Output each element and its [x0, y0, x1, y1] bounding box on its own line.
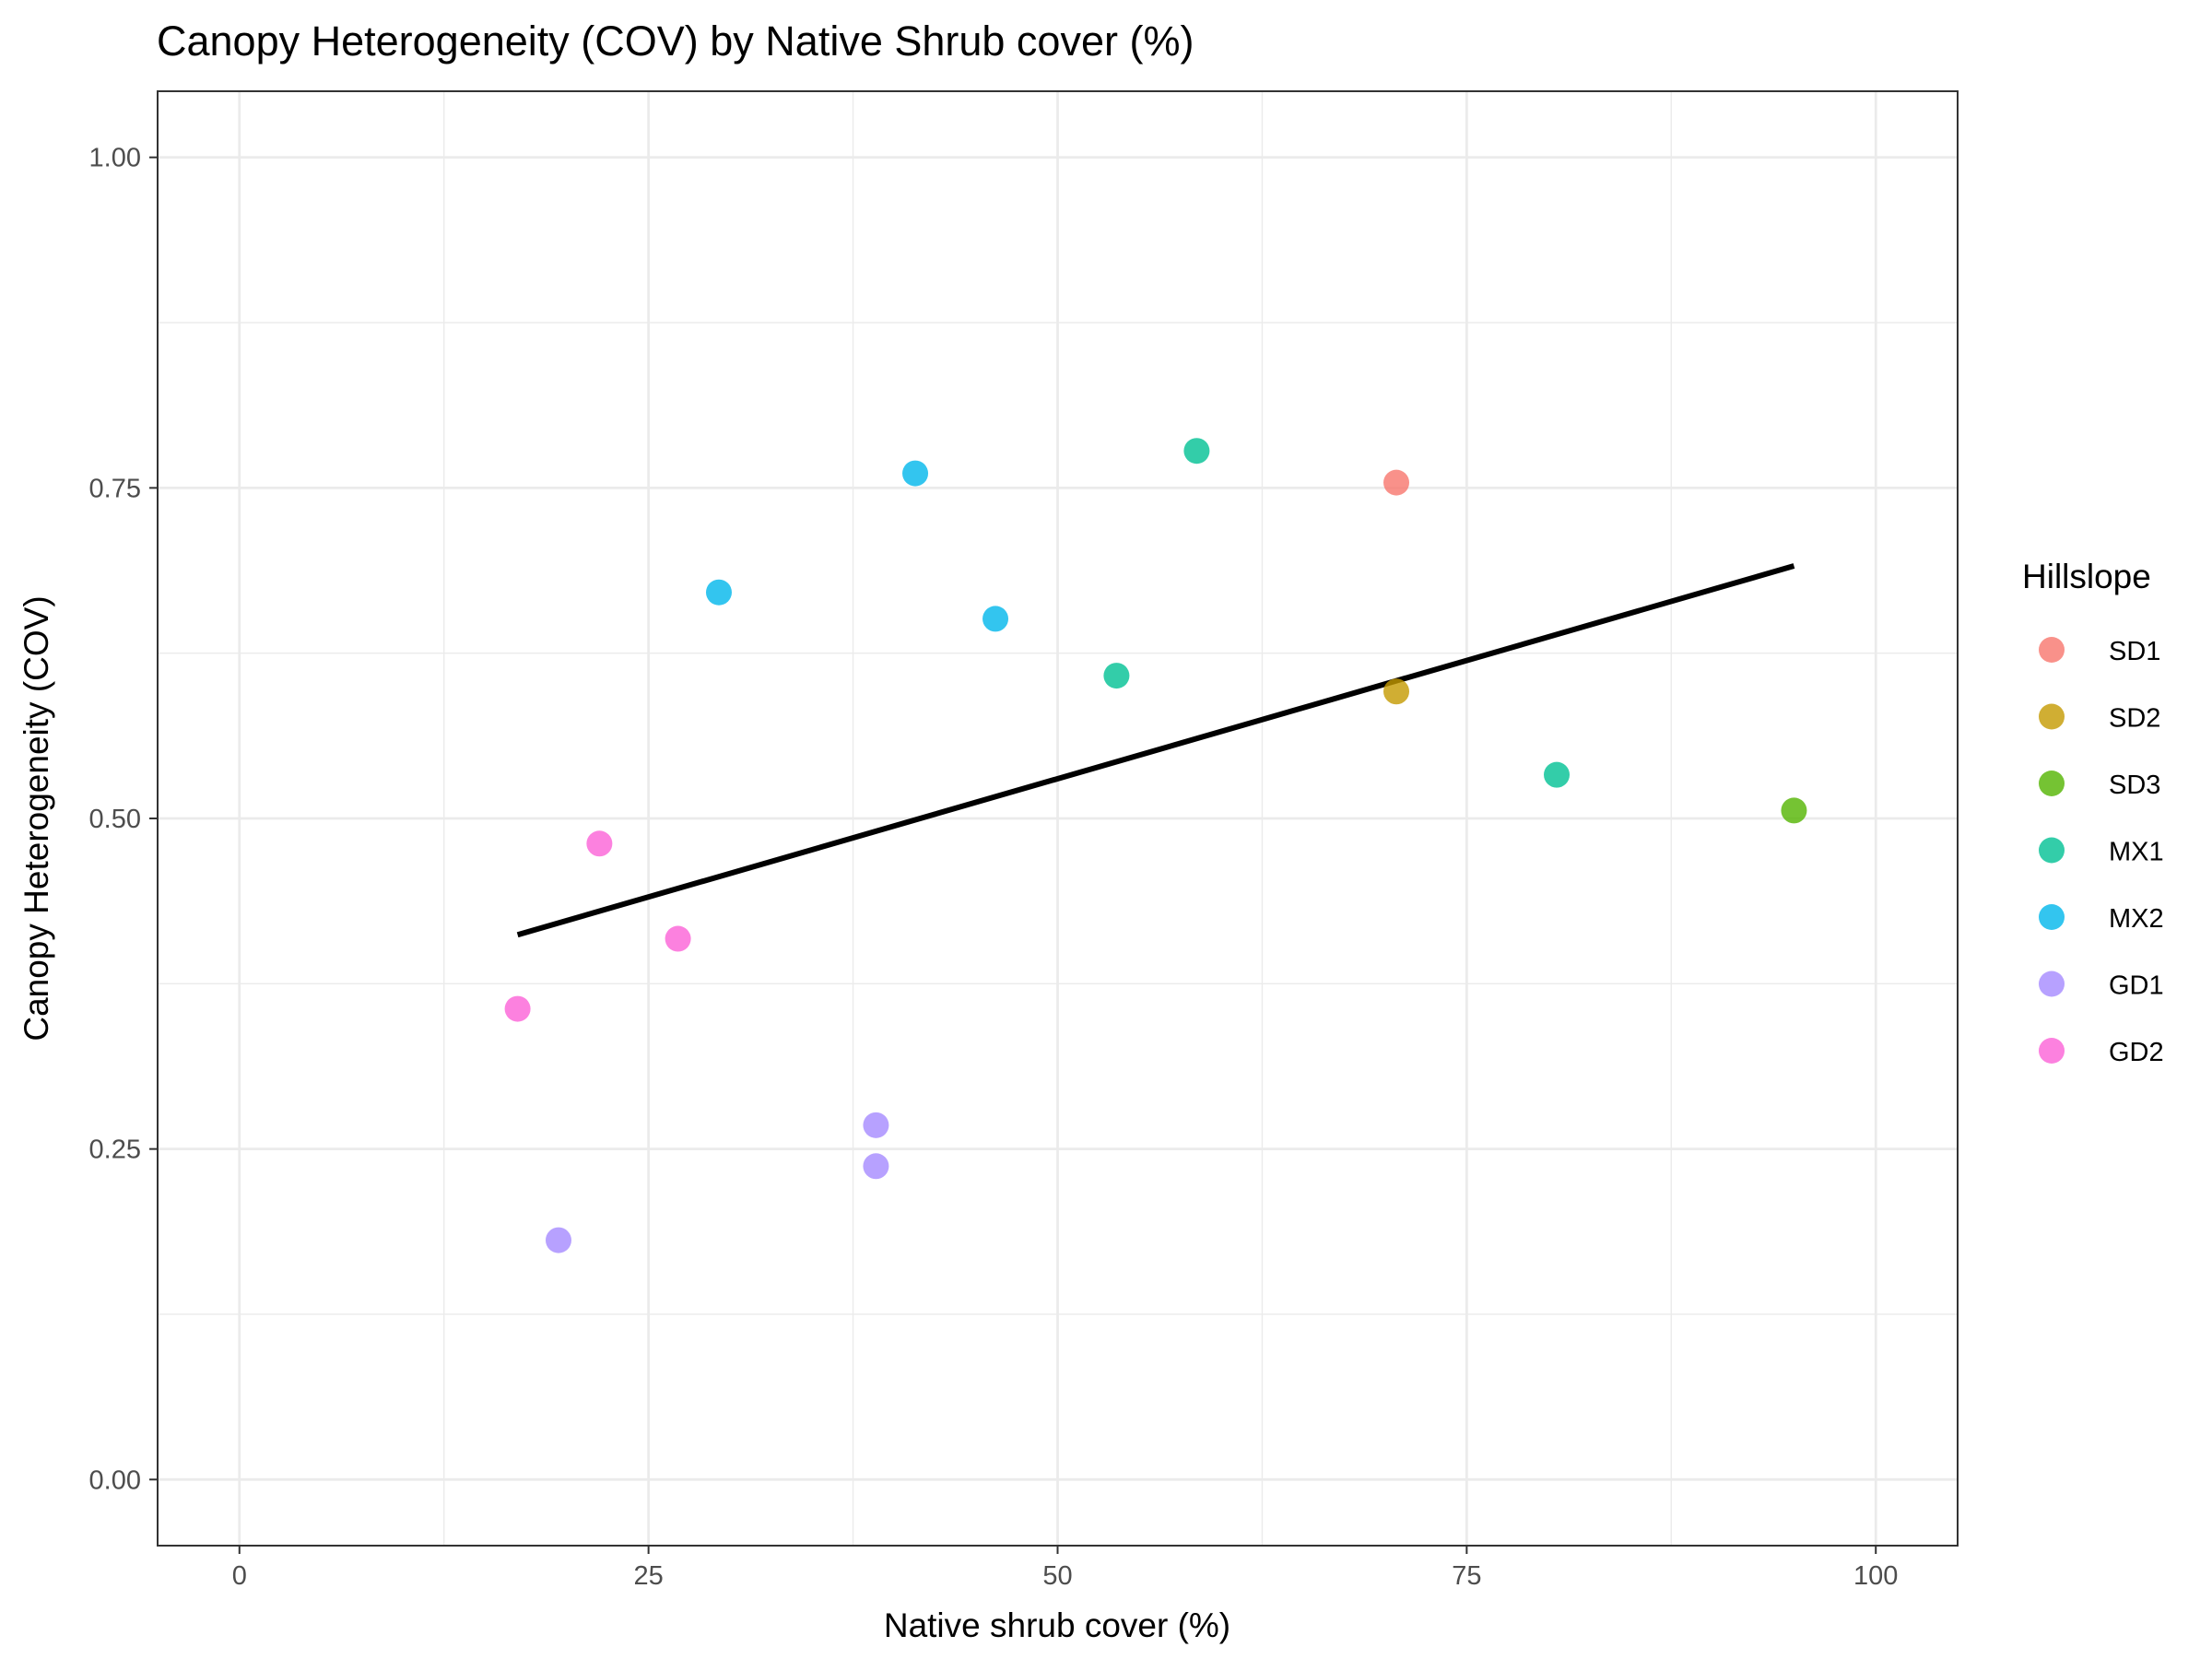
x-axis-title: Native shrub cover (%)	[884, 1606, 1230, 1644]
legend-label-sd1: SD1	[2109, 637, 2160, 666]
data-points	[504, 438, 1807, 1253]
data-point-mx1	[1544, 761, 1571, 788]
legend-key-gd1	[2039, 971, 2065, 997]
data-point-mx2	[982, 606, 1009, 632]
data-point-gd1	[863, 1153, 889, 1180]
legend-label-gd2: GD2	[2109, 1038, 2164, 1067]
y-tick-label: 1.00	[89, 144, 141, 173]
legend-key-sd1	[2039, 637, 2065, 663]
legend-key-mx2	[2039, 904, 2065, 930]
data-point-gd1	[545, 1227, 571, 1253]
x-tick-label: 0	[232, 1561, 247, 1591]
legend-key-mx1	[2039, 837, 2065, 864]
legend: Hillslope SD1 SD2 SD3 MX1 MX2 GD1 GD2	[2022, 558, 2164, 1067]
chart-title: Canopy Heterogeneity (COV) by Native Shr…	[157, 18, 1194, 65]
y-tick-label: 0.75	[89, 474, 141, 503]
y-tick-label: 0.25	[89, 1135, 141, 1165]
data-point-mx2	[902, 460, 929, 487]
legend-label-mx2: MX2	[2109, 904, 2164, 934]
legend-label-sd3: SD3	[2109, 771, 2160, 800]
legend-label-mx1: MX1	[2109, 838, 2164, 867]
major-gridlines	[158, 91, 1958, 1546]
data-point-mx1	[1183, 438, 1210, 465]
legend-label-gd1: GD1	[2109, 971, 2164, 1001]
trend-line-group	[516, 563, 1795, 938]
x-axis-ticks: 0 25 50 75 100	[232, 1546, 1898, 1591]
data-point-gd1	[863, 1112, 889, 1138]
data-point-sd1	[1383, 469, 1410, 496]
data-point-gd2	[586, 830, 613, 857]
data-point-gd2	[665, 925, 691, 952]
legend-key-sd2	[2039, 703, 2065, 730]
x-tick-label: 50	[1042, 1561, 1072, 1591]
legend-title: Hillslope	[2022, 558, 2151, 595]
y-axis-ticks: 0.00 0.25 0.50 0.75 1.00	[89, 144, 158, 1495]
data-point-mx2	[705, 579, 732, 606]
data-point-sd2	[1383, 678, 1410, 705]
legend-key-sd3	[2039, 771, 2065, 796]
data-point-mx1	[1103, 663, 1130, 689]
x-tick-label: 100	[1853, 1561, 1898, 1591]
trend-line	[516, 563, 1795, 938]
x-tick-label: 25	[634, 1561, 664, 1591]
x-tick-label: 75	[1452, 1561, 1481, 1591]
legend-key-gd2	[2039, 1038, 2065, 1064]
legend-label-sd2: SD2	[2109, 704, 2160, 734]
y-tick-label: 0.50	[89, 805, 141, 834]
data-point-gd2	[504, 995, 531, 1022]
data-point-sd3	[1781, 797, 1807, 824]
y-axis-title: Canopy Heterogeneity (COV)	[18, 595, 55, 1041]
y-tick-label: 0.00	[89, 1465, 141, 1495]
